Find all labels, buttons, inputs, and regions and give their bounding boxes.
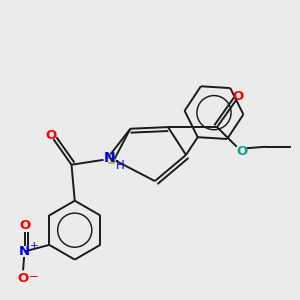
Text: S: S: [107, 153, 117, 167]
Text: O: O: [19, 219, 30, 232]
Text: H: H: [116, 159, 124, 172]
Text: N: N: [19, 245, 30, 258]
Text: O: O: [233, 89, 244, 103]
Text: +: +: [30, 241, 38, 250]
Text: O: O: [236, 145, 247, 158]
Text: O: O: [17, 272, 29, 285]
Text: O: O: [45, 129, 56, 142]
Text: N: N: [103, 151, 115, 165]
Text: −: −: [28, 270, 38, 283]
